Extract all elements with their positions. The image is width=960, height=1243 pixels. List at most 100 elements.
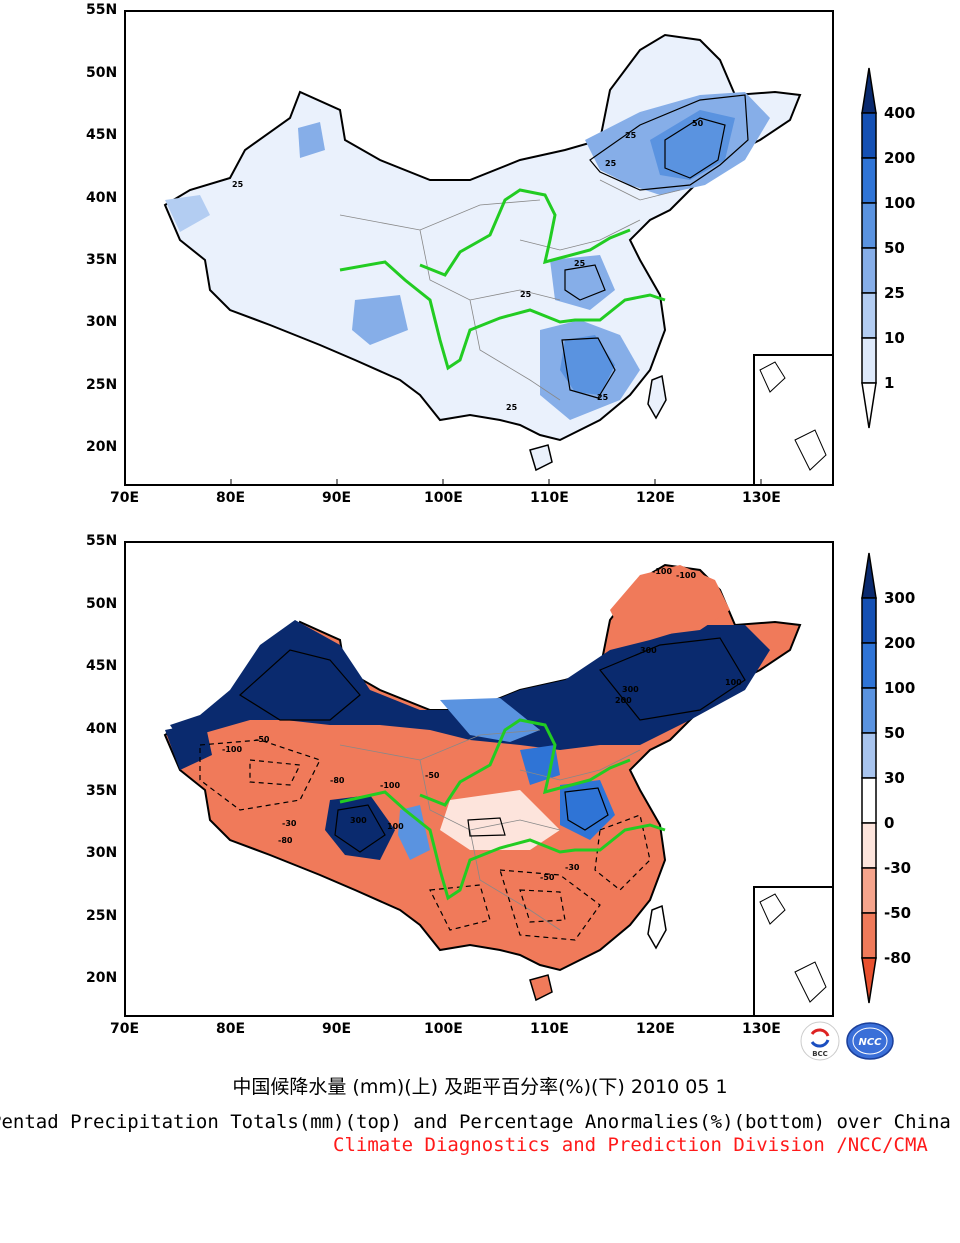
top-inset-box [753, 354, 834, 486]
bottom-colorbar-label: -80 [884, 949, 912, 967]
bcc-logo: BCC [800, 1021, 840, 1061]
bottom-contour-label: 200 [615, 696, 632, 705]
bottom-lat-label: 25N [86, 908, 118, 924]
bottom-colorbar-label: 0 [884, 814, 895, 832]
bottom-contour-label: -100 [676, 571, 696, 580]
top-contour-label: 25 [520, 290, 532, 299]
top-lon-label: 70E [110, 490, 140, 506]
credit-line: Climate Diagnostics and Prediction Divis… [333, 1134, 928, 1156]
bottom-contour-label: -30 [565, 863, 580, 872]
bottom-contour-label: -50 [425, 771, 440, 780]
top-colorbar-label: 25 [884, 284, 905, 302]
bottom-hainan [529, 974, 553, 1002]
bottom-inset-box [753, 886, 834, 1017]
bottom-lat-label: 45N [86, 658, 118, 674]
bottom-lon-label: 90E [322, 1021, 352, 1037]
bottom-contours [239, 637, 746, 853]
bottom-colorbar-label: 30 [884, 769, 905, 787]
top-contour-label-group: 25 25 25 25 25 50 25 25 [232, 119, 704, 412]
bottom-contour-label: -30 [282, 819, 297, 828]
top-colorbar [861, 67, 877, 429]
bottom-contour-label: -80 [330, 776, 345, 785]
top-lat-label: 55N [86, 2, 118, 18]
bottom-lat-label: 30N [86, 845, 118, 861]
bottom-map-panel: -100 -100 300 300 200 100 -50 -100 -80 3… [0, 530, 960, 1050]
top-lon-label: 90E [322, 490, 352, 506]
top-colorbar-label: 400 [884, 104, 916, 122]
bottom-colorbar-label: 50 [884, 724, 905, 742]
bottom-anom-central-3 [325, 795, 395, 860]
top-river [339, 188, 666, 371]
bottom-colorbar-label: -50 [884, 904, 912, 922]
top-colorbar-label: 200 [884, 149, 916, 167]
top-lat-label: 20N [86, 439, 118, 455]
top-contour-label: 25 [625, 131, 637, 140]
bottom-lat-label: 35N [86, 783, 118, 799]
top-map-svg: 25 25 25 25 25 50 25 25 [124, 10, 877, 486]
top-lon-label: 120E [636, 490, 675, 506]
top-colorbar-label: 1 [884, 374, 895, 392]
top-rain-nw [165, 195, 210, 232]
bottom-lat-label: 50N [86, 596, 118, 612]
bottom-anom-ne-red [610, 565, 730, 640]
top-province-lines [339, 179, 681, 401]
top-lat-label: 45N [86, 127, 118, 143]
top-lat-label: 40N [86, 190, 118, 206]
bottom-lon-label: 80E [216, 1021, 246, 1037]
top-contour-label: 25 [605, 159, 617, 168]
bottom-contour-label: 100 [387, 822, 404, 831]
chinese-title: 中国候降水量 (mm)(上) 及距平百分率(%)(下) 2010 05 1 [232, 1076, 728, 1098]
top-lon-label: 130E [742, 490, 781, 506]
bottom-lon-label: 130E [742, 1021, 781, 1037]
bottom-colorbar [861, 552, 877, 1004]
top-lat-label: 50N [86, 65, 118, 81]
top-taiwan [647, 374, 667, 420]
bottom-taiwan [647, 904, 667, 950]
top-contour-label: 25 [232, 180, 244, 189]
bottom-colorbar-label: 100 [884, 679, 916, 697]
top-contour-label: 25 [574, 259, 586, 268]
bottom-map-svg: -100 -100 300 300 200 100 -50 -100 -80 3… [124, 541, 877, 1017]
bottom-province-lines [339, 729, 641, 931]
bottom-contour-label: -100 [652, 567, 672, 576]
top-rain-south-core [560, 335, 615, 395]
bottom-lon-label: 120E [636, 1021, 675, 1037]
bottom-anom-central-2 [560, 780, 615, 840]
bottom-contour-label: 300 [350, 816, 367, 825]
bcc-logo-text: BCC [812, 1050, 828, 1058]
top-rain-central [550, 255, 615, 310]
bottom-lat-label: 40N [86, 721, 118, 737]
bottom-anom-north [170, 620, 770, 750]
top-lon-label: 80E [216, 490, 246, 506]
bottom-inset-islands [759, 893, 827, 1003]
top-colorbar-label: 10 [884, 329, 905, 347]
top-contour-label: 25 [506, 403, 518, 412]
top-rain-w [298, 122, 325, 158]
bottom-contour-label: 300 [622, 685, 639, 694]
top-map-panel: 25 25 25 25 25 50 25 25 55N 50N 45 [0, 0, 960, 520]
bottom-colorbar-label: 200 [884, 634, 916, 652]
top-contour-label: 25 [597, 393, 609, 402]
top-rain-sw [352, 295, 408, 345]
bottom-contour-label: -80 [278, 836, 293, 845]
ncc-logo: NCC [846, 1022, 894, 1060]
ncc-logo-text: NCC [858, 1037, 882, 1048]
top-ticks [124, 479, 762, 485]
bottom-contour-label: -50 [540, 873, 555, 882]
top-colorbar-label: 100 [884, 194, 916, 212]
bottom-contour-label-group: -100 -100 300 300 200 100 -50 -100 -80 3… [222, 567, 742, 882]
bottom-contour-label: 100 [725, 678, 742, 687]
top-lat-label: 25N [86, 377, 118, 393]
bottom-lon-label: 100E [424, 1021, 463, 1037]
top-lat-label: 35N [86, 252, 118, 268]
bottom-colorbar-label: 300 [884, 589, 916, 607]
bottom-colorbar-label: -30 [884, 859, 912, 877]
bottom-lon-label: 70E [110, 1021, 140, 1037]
bottom-lat-label: 20N [86, 970, 118, 986]
english-title: Pentad Precipitation Totals(mm)(top) and… [0, 1111, 951, 1133]
bottom-lon-label: 110E [530, 1021, 569, 1037]
top-lon-label: 100E [424, 490, 463, 506]
top-colorbar-label: 50 [884, 239, 905, 257]
bottom-contour-label: -50 [255, 735, 270, 744]
top-lon-label: 110E [530, 490, 569, 506]
